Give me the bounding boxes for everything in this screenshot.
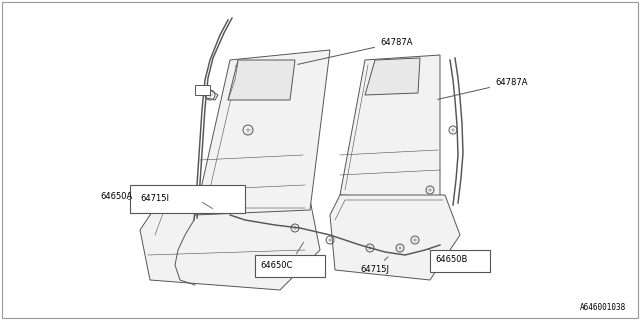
Polygon shape (330, 195, 460, 280)
Bar (430, 250, 490, 272)
Polygon shape (140, 200, 320, 290)
Text: 64787A: 64787A (298, 38, 413, 64)
Text: 64715J: 64715J (360, 257, 389, 274)
Bar (130, 185, 245, 213)
Text: 64650C: 64650C (260, 261, 292, 270)
Polygon shape (340, 55, 440, 200)
Text: 64650A: 64650A (100, 191, 132, 201)
Text: 64650B: 64650B (435, 255, 467, 265)
Text: 64715I: 64715I (140, 194, 169, 203)
Polygon shape (365, 58, 420, 95)
Text: A646001038: A646001038 (580, 303, 627, 312)
Bar (195, 85, 210, 95)
Text: 64787A: 64787A (438, 78, 527, 100)
Bar (255, 255, 325, 277)
Polygon shape (195, 50, 330, 215)
Polygon shape (228, 60, 295, 100)
